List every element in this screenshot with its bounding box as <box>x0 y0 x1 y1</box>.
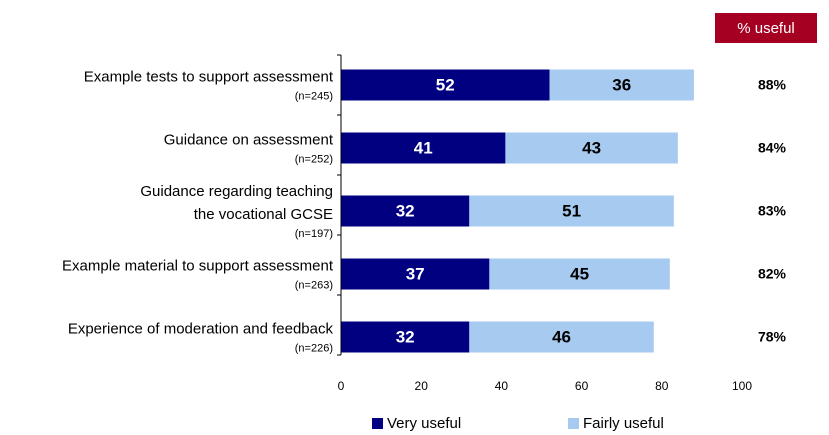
bar-value-label: 32 <box>396 327 415 346</box>
x-tick-label: 0 <box>338 379 345 393</box>
category-label-group: Example material to support assessment (n… <box>62 255 333 294</box>
legend-swatch <box>372 418 383 429</box>
category-label-group: Example tests to support assessment (n=24… <box>84 66 333 105</box>
x-tick-label: 20 <box>415 379 429 393</box>
bar-segment <box>341 69 550 101</box>
category-label-group: Guidance on assessment (n=252) <box>164 129 333 168</box>
useful-value: 83% <box>758 203 787 219</box>
legend-swatch <box>568 418 579 429</box>
category-label: Example tests to support assessment <box>83 68 333 86</box>
useful-value: 82% <box>758 266 787 282</box>
sample-size: (n=226) <box>294 342 333 355</box>
bar-segment <box>341 321 470 353</box>
category-label: Guidance on assessment <box>163 131 333 149</box>
sample-size: (n=245) <box>294 90 333 103</box>
bar-segment <box>469 321 654 353</box>
legend-label: Very useful <box>387 415 461 432</box>
category-label: Example material to support assessment <box>62 257 333 275</box>
bar-value-label: 41 <box>414 138 433 157</box>
useful-header: % useful <box>737 20 795 37</box>
x-tick-label: 100 <box>732 379 752 393</box>
useful-value: 88% <box>758 77 787 93</box>
bar-value-label: 46 <box>552 327 571 346</box>
bar-segment <box>341 195 470 227</box>
bar-segment <box>549 69 694 101</box>
useful-value: 78% <box>758 329 787 345</box>
bar-value-label: 32 <box>396 201 415 220</box>
legend-label: Fairly useful <box>583 415 664 432</box>
bar-segment <box>341 258 490 290</box>
category-label: Experience of moderation and feedback <box>67 320 333 338</box>
sample-size: (n=263) <box>294 279 333 292</box>
category-label: Guidance regarding teaching the vocation… <box>140 183 333 223</box>
bar-segment <box>341 132 506 164</box>
bar-value-label: 43 <box>582 138 601 157</box>
bar-value-label: 36 <box>612 75 631 94</box>
category-label-group: Experience of moderation and feedback (n=… <box>68 318 333 357</box>
bar-value-label: 45 <box>570 264 589 283</box>
category-label-group: Guidance regarding teaching the vocation… <box>140 180 333 242</box>
x-tick-label: 40 <box>495 379 509 393</box>
bar-value-label: 52 <box>436 75 455 94</box>
bar-segment <box>505 132 678 164</box>
x-tick-label: 60 <box>575 379 589 393</box>
x-tick-label: 80 <box>655 379 669 393</box>
sample-size: (n=197) <box>294 228 333 240</box>
useful-value: 84% <box>758 140 787 156</box>
bar-value-label: 51 <box>562 201 581 220</box>
bar-segment <box>469 195 674 227</box>
bar-segment <box>489 258 670 290</box>
bar-value-label: 37 <box>406 264 425 283</box>
sample-size: (n=252) <box>294 153 333 166</box>
useful-header-box <box>715 13 817 43</box>
